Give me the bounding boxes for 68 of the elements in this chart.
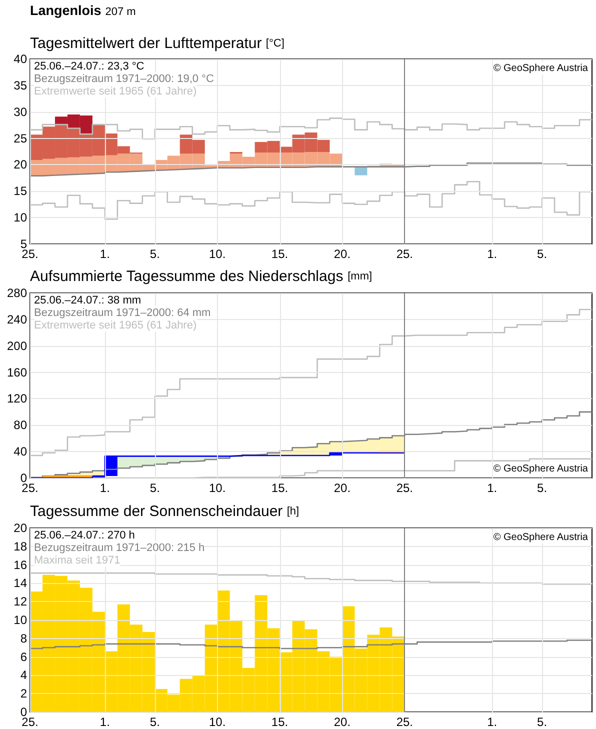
y-tick-label: 4	[20, 668, 28, 682]
y-tick-label: 14	[14, 576, 28, 590]
text: Extremwerte seit 1965 (61 Jahre)	[34, 85, 197, 98]
annotation: © GeoSphere Austria	[493, 62, 588, 74]
y-tick-label: 20	[14, 521, 28, 535]
y-tick-label: 8	[20, 631, 28, 646]
annotation: © GeoSphere Austria	[493, 532, 588, 543]
y-tick-label: 10	[14, 210, 28, 225]
x-tick-label: 15.	[271, 247, 288, 261]
y-tick-label: 120	[6, 392, 28, 406]
x-tick-label: 1.	[100, 715, 110, 729]
text: 207 m	[105, 6, 136, 18]
x-tick-label: 5.	[150, 481, 160, 495]
y-tick-label: 2	[20, 686, 28, 701]
annotation: 25.06.–24.07.: 38 mm	[34, 294, 142, 306]
y-tick-label: 12	[14, 594, 28, 609]
y-tick-label: 40	[14, 52, 28, 66]
x-tick-label: 1.	[487, 481, 498, 495]
y-tick-label: 18	[14, 539, 28, 554]
x-tick-label: 5.	[537, 715, 548, 729]
annotation: © GeoSphere Austria	[493, 463, 588, 474]
annotation: 25.06.–24.07.: 23,3 °C	[34, 60, 144, 72]
x-tick-label: 5.	[150, 715, 160, 729]
x-tick-label: 20.	[334, 715, 351, 729]
y-tick-label: 15	[14, 184, 28, 198]
x-tick-label: 15.	[271, 715, 288, 729]
x-tick-label: 1.	[100, 247, 110, 261]
x-tick-label: 5.	[150, 247, 160, 261]
y-tick-label: 30	[14, 104, 28, 119]
y-tick-label: 160	[6, 365, 28, 380]
text: Bezugszeitraum 1971–2000: 64 mm	[34, 306, 211, 319]
text: Langenlois	[30, 3, 102, 18]
chart-title: Tagesmittelwert der Lufttemperatur	[30, 35, 262, 52]
y-tick-label: 240	[6, 312, 28, 326]
x-tick-label: 1.	[487, 247, 498, 261]
text: Extremwerte seit 1965 (61 Jahre)	[34, 319, 197, 332]
x-tick-label: 1.	[100, 481, 110, 495]
y-axis-title: [°C]	[266, 38, 284, 50]
y-tick-label: 280	[6, 286, 28, 300]
x-tick-label: 10.	[208, 481, 226, 495]
y-axis-title: [mm]	[348, 270, 372, 282]
x-tick-label: 5.	[537, 481, 548, 495]
series-label: Maxima seit 1971	[34, 554, 120, 566]
y-tick-label: 25	[14, 131, 28, 146]
y-tick-label: 200	[6, 338, 28, 353]
x-tick-label: 25.	[396, 715, 414, 729]
x-tick-label: 25.	[396, 481, 414, 495]
text: Bezugszeitraum 1971–2000: 215 h	[34, 542, 205, 554]
x-tick-label: 10.	[208, 715, 226, 729]
chart-title: Tagessumme der Sonnenscheindauer	[30, 503, 283, 520]
annotation: 25.06.–24.07.: 270 h	[34, 529, 135, 542]
x-tick-label: 25.	[396, 247, 414, 261]
y-tick-label: 40	[14, 444, 28, 459]
x-tick-label: 1.	[487, 715, 498, 729]
y-tick-label: 6	[20, 650, 28, 664]
x-tick-label: 15.	[271, 481, 288, 495]
y-tick-label: 80	[14, 418, 28, 432]
x-tick-label: 5.	[537, 247, 548, 261]
y-tick-label: 35	[14, 78, 28, 92]
x-tick-label: 20.	[334, 247, 351, 261]
chart-title: Aufsummierte Tagessumme des Niederschlags	[30, 268, 344, 285]
y-axis-title: [h]	[286, 506, 300, 518]
y-tick-label: 20	[14, 158, 28, 172]
x-tick-label: 20.	[334, 481, 351, 495]
text: Bezugszeitraum 1971–2000: 19,0 °C	[34, 72, 214, 85]
x-tick-label: 10.	[208, 247, 226, 261]
y-tick-label: 10	[14, 613, 28, 627]
y-tick-label: 16	[14, 558, 28, 572]
